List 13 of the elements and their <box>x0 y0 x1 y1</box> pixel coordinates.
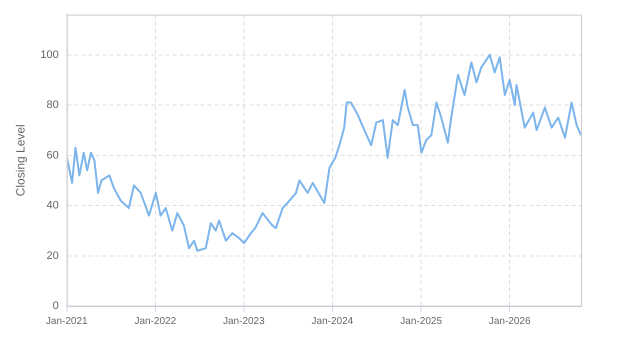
y-tick-label: 80 <box>46 99 59 112</box>
y-tick-label: 0 <box>52 300 59 312</box>
x-tick-label: Jan-2022 <box>134 316 177 327</box>
y-tick-label: 40 <box>46 200 59 212</box>
y-tick-label: 100 <box>40 48 59 61</box>
x-tick-label: Jan-2026 <box>488 316 531 327</box>
y-tick-label: 20 <box>46 250 59 262</box>
y-axis-title: Closing Level <box>14 124 28 196</box>
x-tick-label: Jan-2021 <box>46 316 88 327</box>
y-tick-label: 60 <box>46 149 59 162</box>
x-tick-label: Jan-2024 <box>312 316 354 327</box>
x-tick-label: Jan-2025 <box>400 316 442 327</box>
x-tick-label: Jan-2023 <box>222 316 266 327</box>
